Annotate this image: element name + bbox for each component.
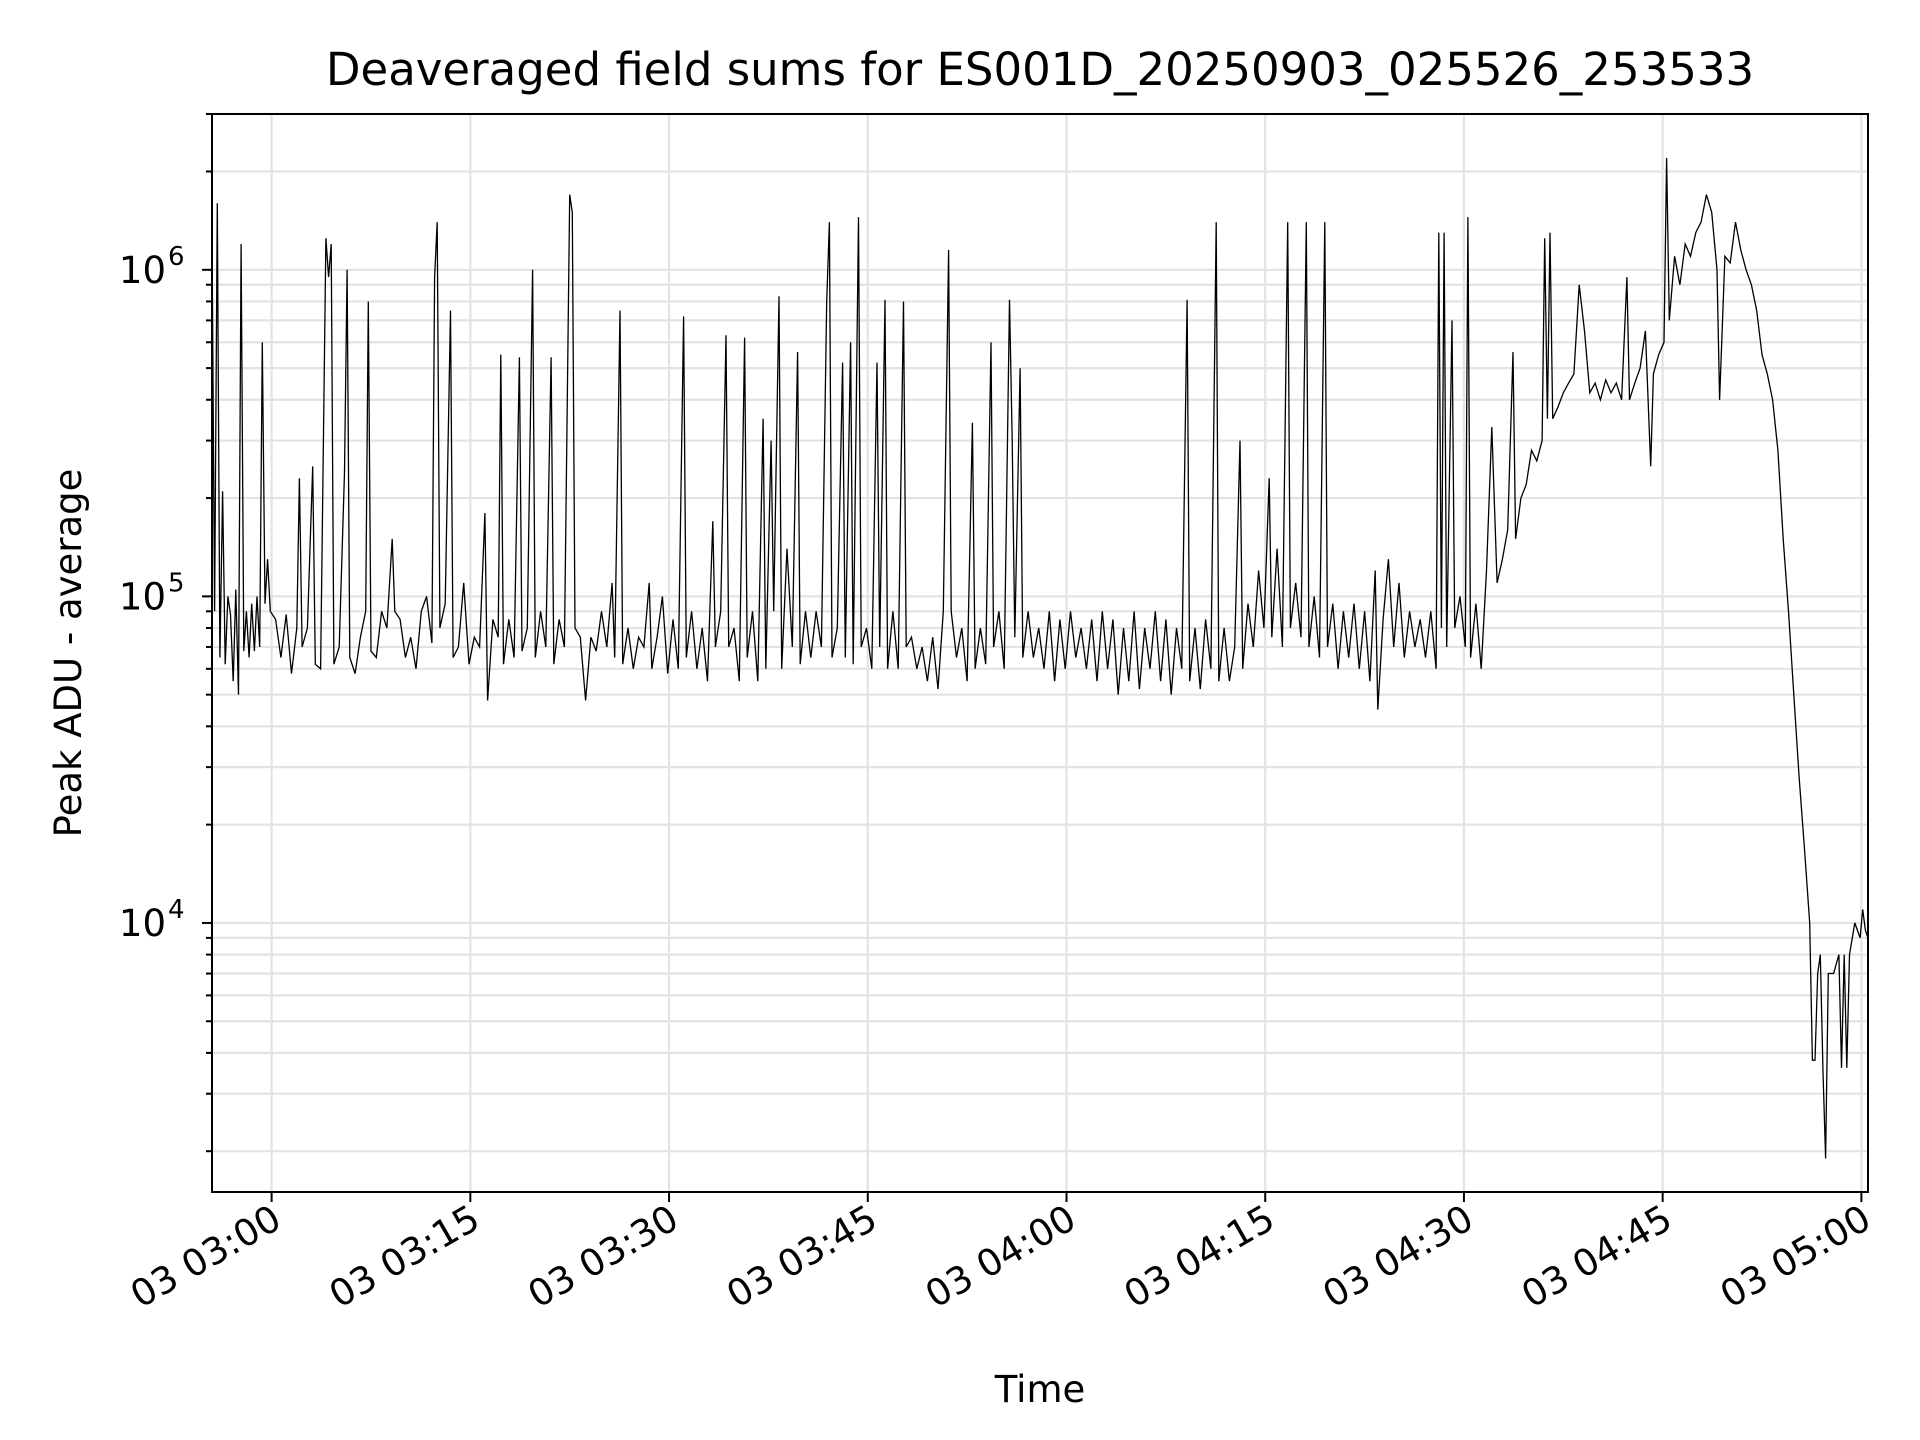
x-axis-label: Time [994, 1368, 1086, 1411]
y-tick-label: 10 [119, 575, 166, 618]
grid [212, 112, 1868, 1192]
y-tick-label: 10 [119, 902, 166, 945]
y-tick-label-exponent: 6 [168, 242, 185, 272]
plot-frame [211, 113, 1869, 1193]
y-tick-label-exponent: 4 [168, 895, 185, 925]
y-tick-label-exponent: 5 [168, 568, 185, 598]
chart-title: Deaveraged field sums for ES001D_2025090… [326, 43, 1754, 96]
y-tick-label: 10 [119, 249, 166, 292]
y-axis-label: Peak ADU - average [47, 469, 90, 838]
series-line [212, 157, 1868, 1159]
